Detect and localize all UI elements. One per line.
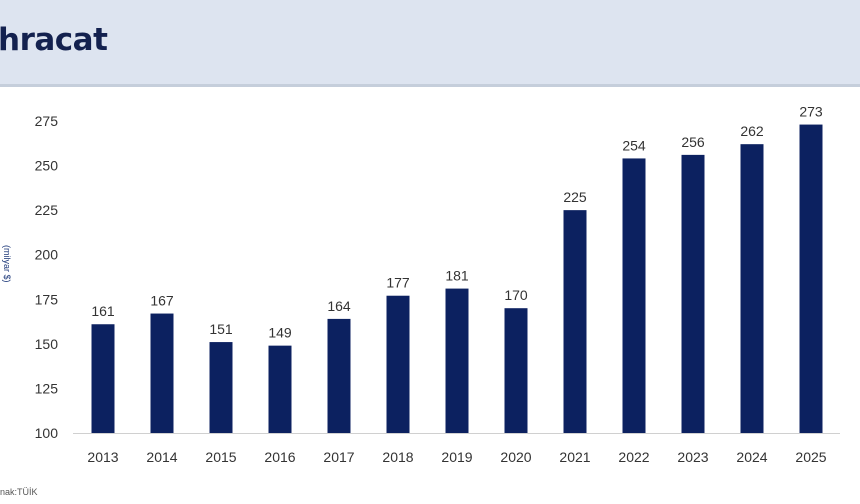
x-tick-label: 2015 <box>205 449 236 465</box>
x-tick-label: 2013 <box>87 449 118 465</box>
y-tick-label: 250 <box>35 158 59 174</box>
data-label: 181 <box>445 268 469 284</box>
y-tick-label: 200 <box>35 247 59 263</box>
bar <box>504 308 528 433</box>
bar <box>563 210 587 433</box>
x-tick-label: 2017 <box>323 449 354 465</box>
source-note: nak:TÜİK <box>0 487 38 497</box>
data-label: 262 <box>740 123 764 139</box>
page-title: hracat <box>0 22 108 58</box>
data-label: 149 <box>268 325 292 341</box>
x-tick-label: 2018 <box>382 449 413 465</box>
x-tick-label: 2014 <box>146 449 177 465</box>
x-tick-label: 2022 <box>618 449 649 465</box>
data-label: 273 <box>799 104 823 120</box>
y-tick-label: 100 <box>35 425 59 441</box>
header-band: hracat <box>0 0 860 87</box>
bar <box>209 342 233 433</box>
data-label: 167 <box>150 293 174 309</box>
x-tick-label: 2024 <box>736 449 767 465</box>
data-label: 254 <box>622 137 646 153</box>
y-tick-label: 225 <box>35 202 59 218</box>
data-label: 170 <box>504 287 528 303</box>
data-label: 164 <box>327 298 351 314</box>
bar <box>445 288 469 433</box>
y-tick-label: 125 <box>35 380 59 396</box>
data-label: 225 <box>563 189 587 205</box>
bar <box>740 144 764 434</box>
y-axis-label: (milyar $) <box>2 245 12 283</box>
x-tick-label: 2025 <box>795 449 826 465</box>
data-label: 177 <box>386 275 410 291</box>
data-label: 151 <box>209 321 233 337</box>
x-tick-label: 2023 <box>677 449 708 465</box>
bar <box>681 154 705 434</box>
bar <box>91 324 115 433</box>
y-tick-label: 150 <box>35 336 59 352</box>
bar <box>268 345 292 433</box>
x-tick-label: 2016 <box>264 449 295 465</box>
bar <box>622 158 646 433</box>
bar <box>327 318 351 433</box>
bar <box>799 124 823 434</box>
y-tick-label: 175 <box>35 291 59 307</box>
data-label: 161 <box>91 303 115 319</box>
bar <box>150 313 174 433</box>
data-label: 256 <box>681 134 705 150</box>
x-tick-label: 2019 <box>441 449 472 465</box>
x-tick-label: 2020 <box>500 449 531 465</box>
bar <box>386 295 410 433</box>
x-tick-label: 2021 <box>559 449 590 465</box>
y-tick-label: 275 <box>35 113 59 129</box>
